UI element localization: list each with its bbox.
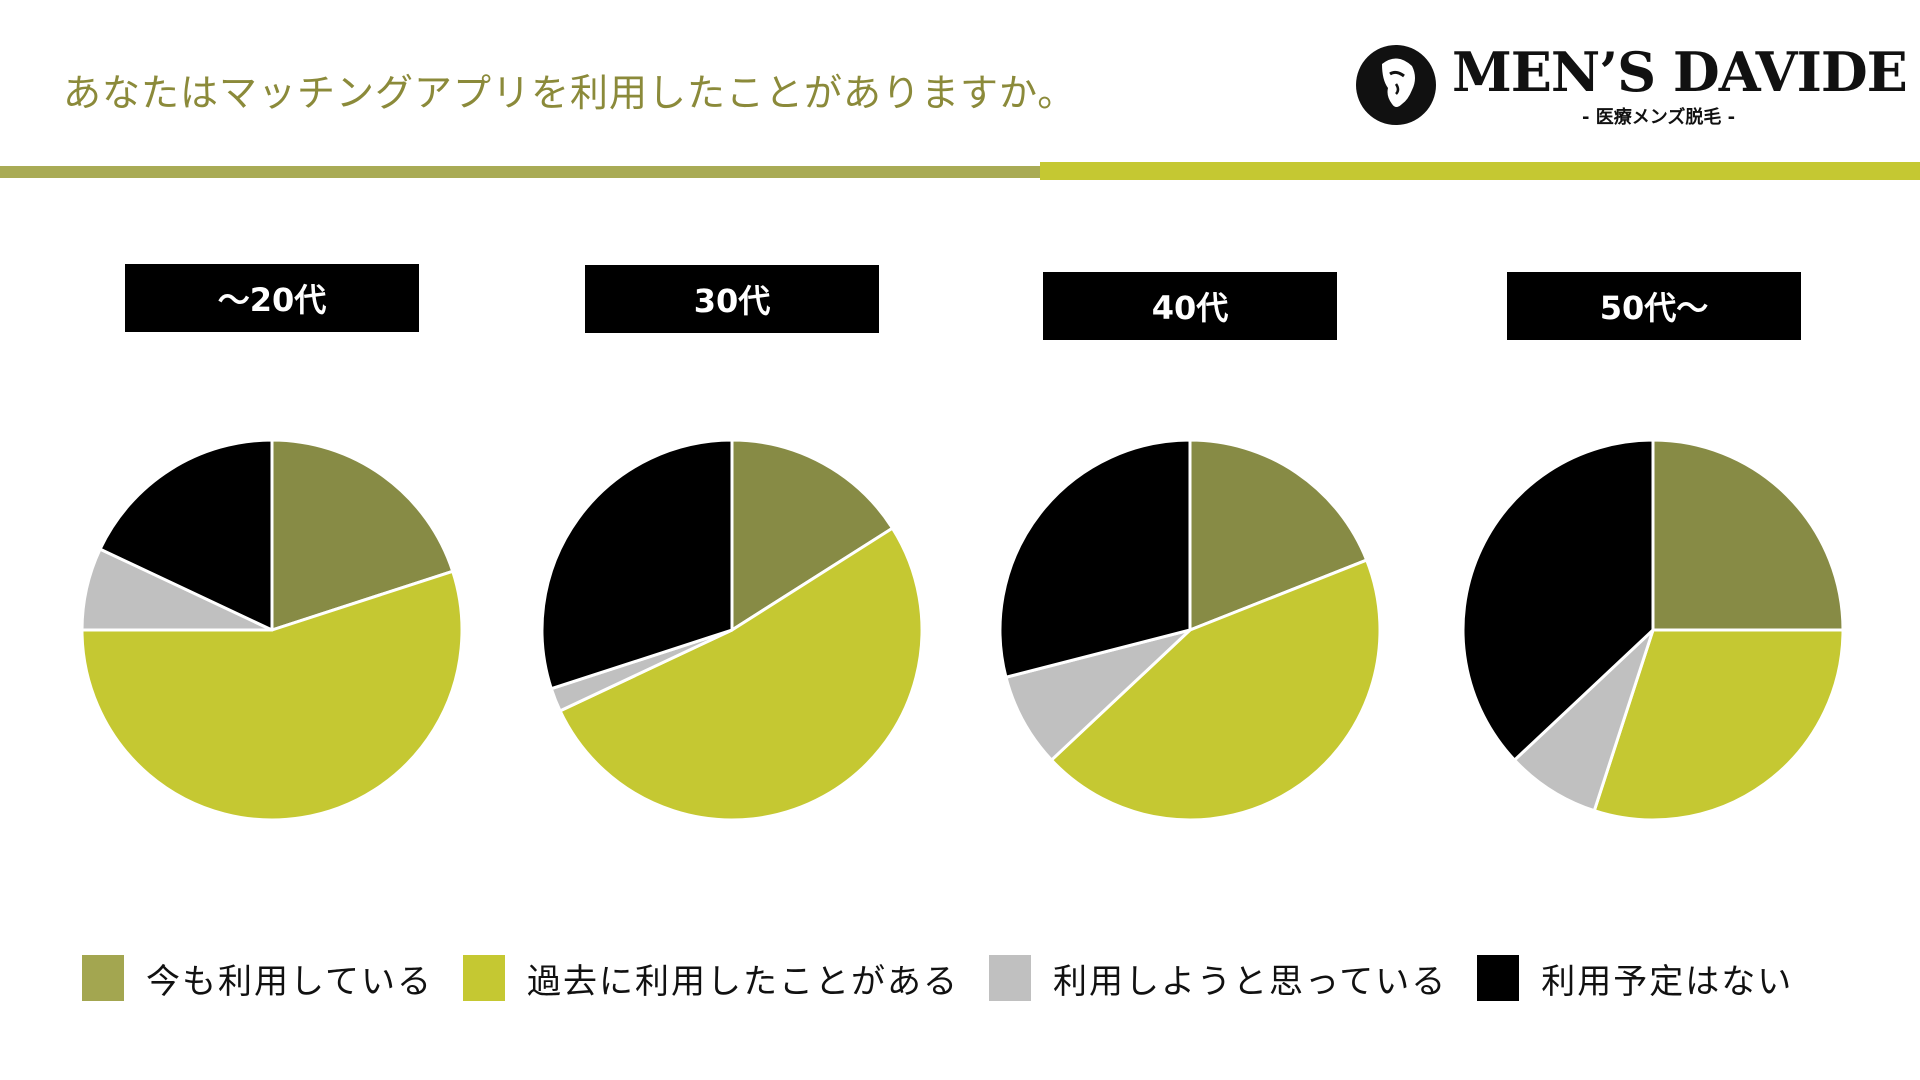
legend-label: 利用しようと思っている	[1052, 961, 1448, 1002]
legend-item: 利用予定はない	[1477, 954, 1793, 1003]
chart-label-20s: 〜20代	[125, 264, 419, 332]
legend-item: 利用しようと思っている	[988, 954, 1448, 1003]
legend-label: 過去に利用したことがある	[526, 961, 959, 1002]
chart-label-40s: 40代	[1043, 272, 1337, 340]
legend-item: 今も利用している	[82, 954, 433, 1003]
legend: 今も利用している 過去に利用したことがある 利用しようと思っている 利用予定はな…	[82, 954, 1823, 1003]
chart-label-30s: 30代	[585, 265, 879, 333]
slice-current-2	[1188, 438, 1369, 632]
brand-logo: MEN’S DAVIDE - 医療メンズ脱毛 -	[1352, 40, 1908, 130]
slice-planning-3	[1513, 628, 1655, 813]
slice-planning-2	[1004, 628, 1192, 762]
slice-past-3	[1592, 628, 1845, 822]
slice-current-3	[1651, 438, 1845, 632]
legend-swatch-current	[82, 955, 124, 1001]
header-divider-right	[1040, 162, 1920, 180]
slice-current-1	[730, 438, 894, 632]
david-bust-icon	[1356, 45, 1436, 125]
header-divider-left	[0, 166, 1040, 178]
legend-swatch-past	[462, 955, 505, 1001]
legend-swatch-none	[1477, 955, 1520, 1001]
slice-past-0	[80, 569, 464, 822]
chart-label-50s: 50代〜	[1507, 272, 1801, 340]
logo-name: MEN’S DAVIDE	[1452, 40, 1908, 104]
slice-past-1	[558, 526, 924, 822]
slice-none-1	[540, 438, 734, 691]
logo-subtitle: - 医療メンズ脱毛 -	[1582, 107, 1736, 128]
slice-none-0	[98, 438, 274, 632]
legend-label: 利用予定はない	[1541, 961, 1794, 1002]
slice-none-2	[998, 438, 1192, 679]
legend-swatch-planning	[988, 955, 1031, 1001]
slice-current-0	[270, 438, 455, 632]
page-title: あなたはマッチングアプリを利用したことがありますか。	[63, 71, 1077, 115]
legend-label: 今も利用している	[146, 961, 433, 1002]
slice-none-3	[1461, 438, 1655, 762]
legend-item: 過去に利用したことがある	[462, 954, 959, 1003]
slice-past-2	[1050, 558, 1382, 822]
